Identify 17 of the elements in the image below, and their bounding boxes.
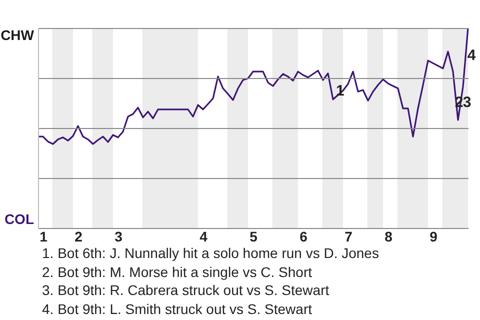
x-tick-label: 1 [40,228,48,244]
text: 3. Bot 9th: R. Cabrera struck out vs S. Stewart [42,281,330,300]
x-tick-label: 8 [384,228,393,244]
x-tick-label: 3 [114,228,123,244]
annotation: 4 [467,47,476,64]
x-tick-label: 6 [300,228,308,244]
text: 1. Bot 6th: J. Nunnally hit a solo home run vs D. Jones [42,244,379,262]
text: COL [4,211,34,227]
x-tick-label: 9 [430,228,438,244]
x-tick-label: 7 [344,228,353,244]
text: 2. Bot 9th: M. Morse hit a single vs C. Short [42,262,313,281]
x-tick-label: 5 [250,228,258,244]
x-tick-label: 4 [200,228,208,244]
x-tick-label: 2 [74,228,83,244]
text: CHW [0,27,35,43]
text: 4. Bot 9th: L. Smith struck out vs S. Stewart [42,300,313,318]
annotation: 3 [462,94,472,111]
